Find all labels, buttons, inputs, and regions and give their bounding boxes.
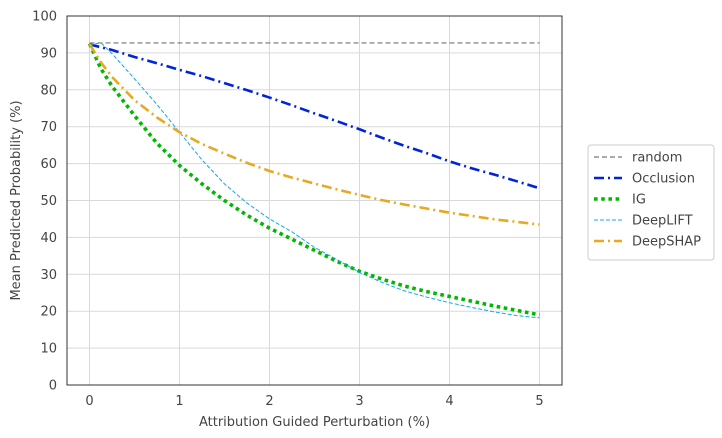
y-tick-label: 80 [40,83,57,98]
series-line-ig [87,42,540,317]
y-tick-labels: 0 10 20 30 40 50 60 70 80 90 100 [32,10,57,394]
series-line-deepshap [88,43,540,226]
plot-frame [66,15,563,386]
legend-label: DeepLIFT [632,214,693,229]
y-tick-label: 10 [40,342,57,357]
y-tick-label: 20 [40,305,57,320]
y-axis-label: Mean Predicted Probability (%) [9,100,24,300]
grid-lines [67,15,562,386]
legend: random Occlusion IG DeepLIFT DeepSHAP [587,144,715,261]
x-tick-labels: 0 1 2 3 4 5 [85,394,543,409]
series-line-deeplift [89,42,540,319]
series-lines [87,42,540,319]
legend-label: random [632,151,682,166]
series-line-occlusion [89,43,540,190]
y-tick-label: 90 [40,46,57,61]
y-tick-label: 30 [40,268,57,283]
x-tick-label: 1 [175,394,183,409]
x-tick-label: 4 [445,394,453,409]
legend-label: IG [632,193,646,208]
y-tick-label: 60 [40,157,57,172]
legend-label: Occlusion [632,172,695,187]
y-tick-label: 40 [40,231,57,246]
x-tick-label: 5 [535,394,543,409]
y-tick-label: 70 [40,120,57,135]
y-tick-label: 50 [40,194,57,209]
legend-box [587,144,715,261]
x-axis-label: Attribution Guided Perturbation (%) [199,415,430,430]
legend-label: DeepSHAP [632,235,701,250]
y-tick-label: 100 [32,10,57,25]
y-tick-label: 0 [49,379,57,394]
x-tick-label: 0 [85,394,93,409]
x-tick-label: 3 [355,394,363,409]
x-tick-label: 2 [265,394,273,409]
